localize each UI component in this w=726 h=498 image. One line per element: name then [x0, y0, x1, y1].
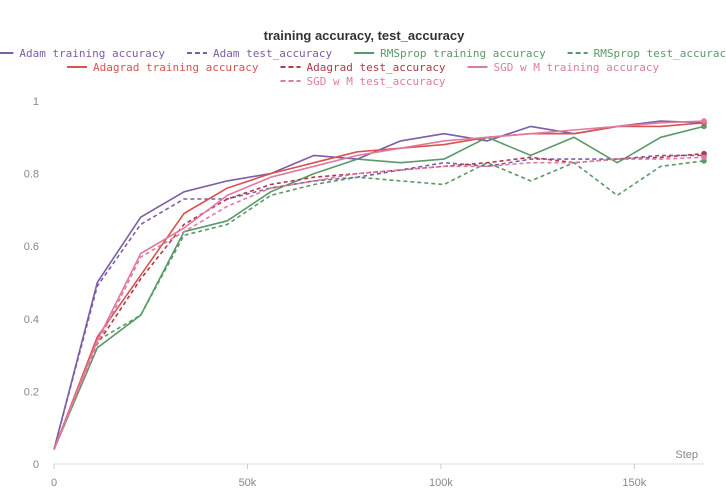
y-tick-label: 0 [33, 459, 39, 471]
legend[interactable]: Adam training accuracy Adam test_accuracy… [0, 47, 726, 88]
legend-label: RMSprop test_accuracy [594, 47, 726, 60]
x-axis-label: Step [675, 449, 698, 461]
series-line-1 [53, 154, 704, 450]
series-line-0 [53, 120, 705, 450]
end-markers [701, 118, 707, 164]
legend-item-1[interactable]: Adam test_accuracy [186, 47, 333, 60]
series-line-4 [53, 122, 705, 450]
legend-label: Adam test_accuracy [213, 47, 333, 60]
y-tick-label: 1 [33, 96, 39, 108]
x-tick-label: 0 [51, 477, 57, 489]
legend-label: SGD w M test_accuracy [306, 75, 445, 88]
legend-item-2[interactable]: RMSprop training accuracy [354, 47, 546, 60]
series-line-3 [53, 160, 705, 450]
legend-label: RMSprop training accuracy [380, 47, 546, 60]
y-ticks: 0 0.2 0.4 0.6 0.8 1 [24, 96, 39, 471]
legend-label: SGD w M training accuracy [494, 61, 660, 74]
legend-item-7[interactable]: SGD w M test_accuracy [280, 75, 446, 88]
y-tick-label: 0.6 [24, 241, 39, 253]
y-tick-label: 0.2 [24, 386, 39, 398]
series-end-point-7 [701, 154, 707, 161]
series-line-7 [53, 156, 705, 450]
chart-title: training accuracy, test_accuracy [264, 28, 465, 43]
legend-label: Adam training accuracy [19, 47, 165, 60]
legend-item-6[interactable]: SGD w M training accuracy [467, 61, 660, 74]
x-ticks: 0 50k 100k 150k [51, 464, 647, 489]
legend-item-3[interactable]: RMSprop test_accuracy [567, 47, 726, 60]
legend-item-0[interactable]: Adam training accuracy [0, 47, 165, 60]
series-line-2 [53, 125, 705, 450]
series-end-point-6 [701, 118, 707, 124]
series-line-5 [53, 152, 705, 450]
x-tick-label: 50k [239, 477, 257, 489]
series-line-6 [53, 120, 705, 450]
y-tick-label: 0.4 [24, 314, 39, 326]
x-tick-label: 150k [622, 477, 646, 489]
legend-item-4[interactable]: Adagrad training accuracy [66, 61, 259, 74]
series-lines [53, 120, 705, 450]
legend-label: Adagrad training accuracy [93, 61, 259, 74]
x-tick-label: 100k [429, 477, 453, 489]
legend-item-5[interactable]: Adagrad test_accuracy [280, 61, 446, 74]
y-tick-label: 0.8 [24, 169, 39, 181]
legend-label: Adagrad test_accuracy [306, 61, 445, 74]
